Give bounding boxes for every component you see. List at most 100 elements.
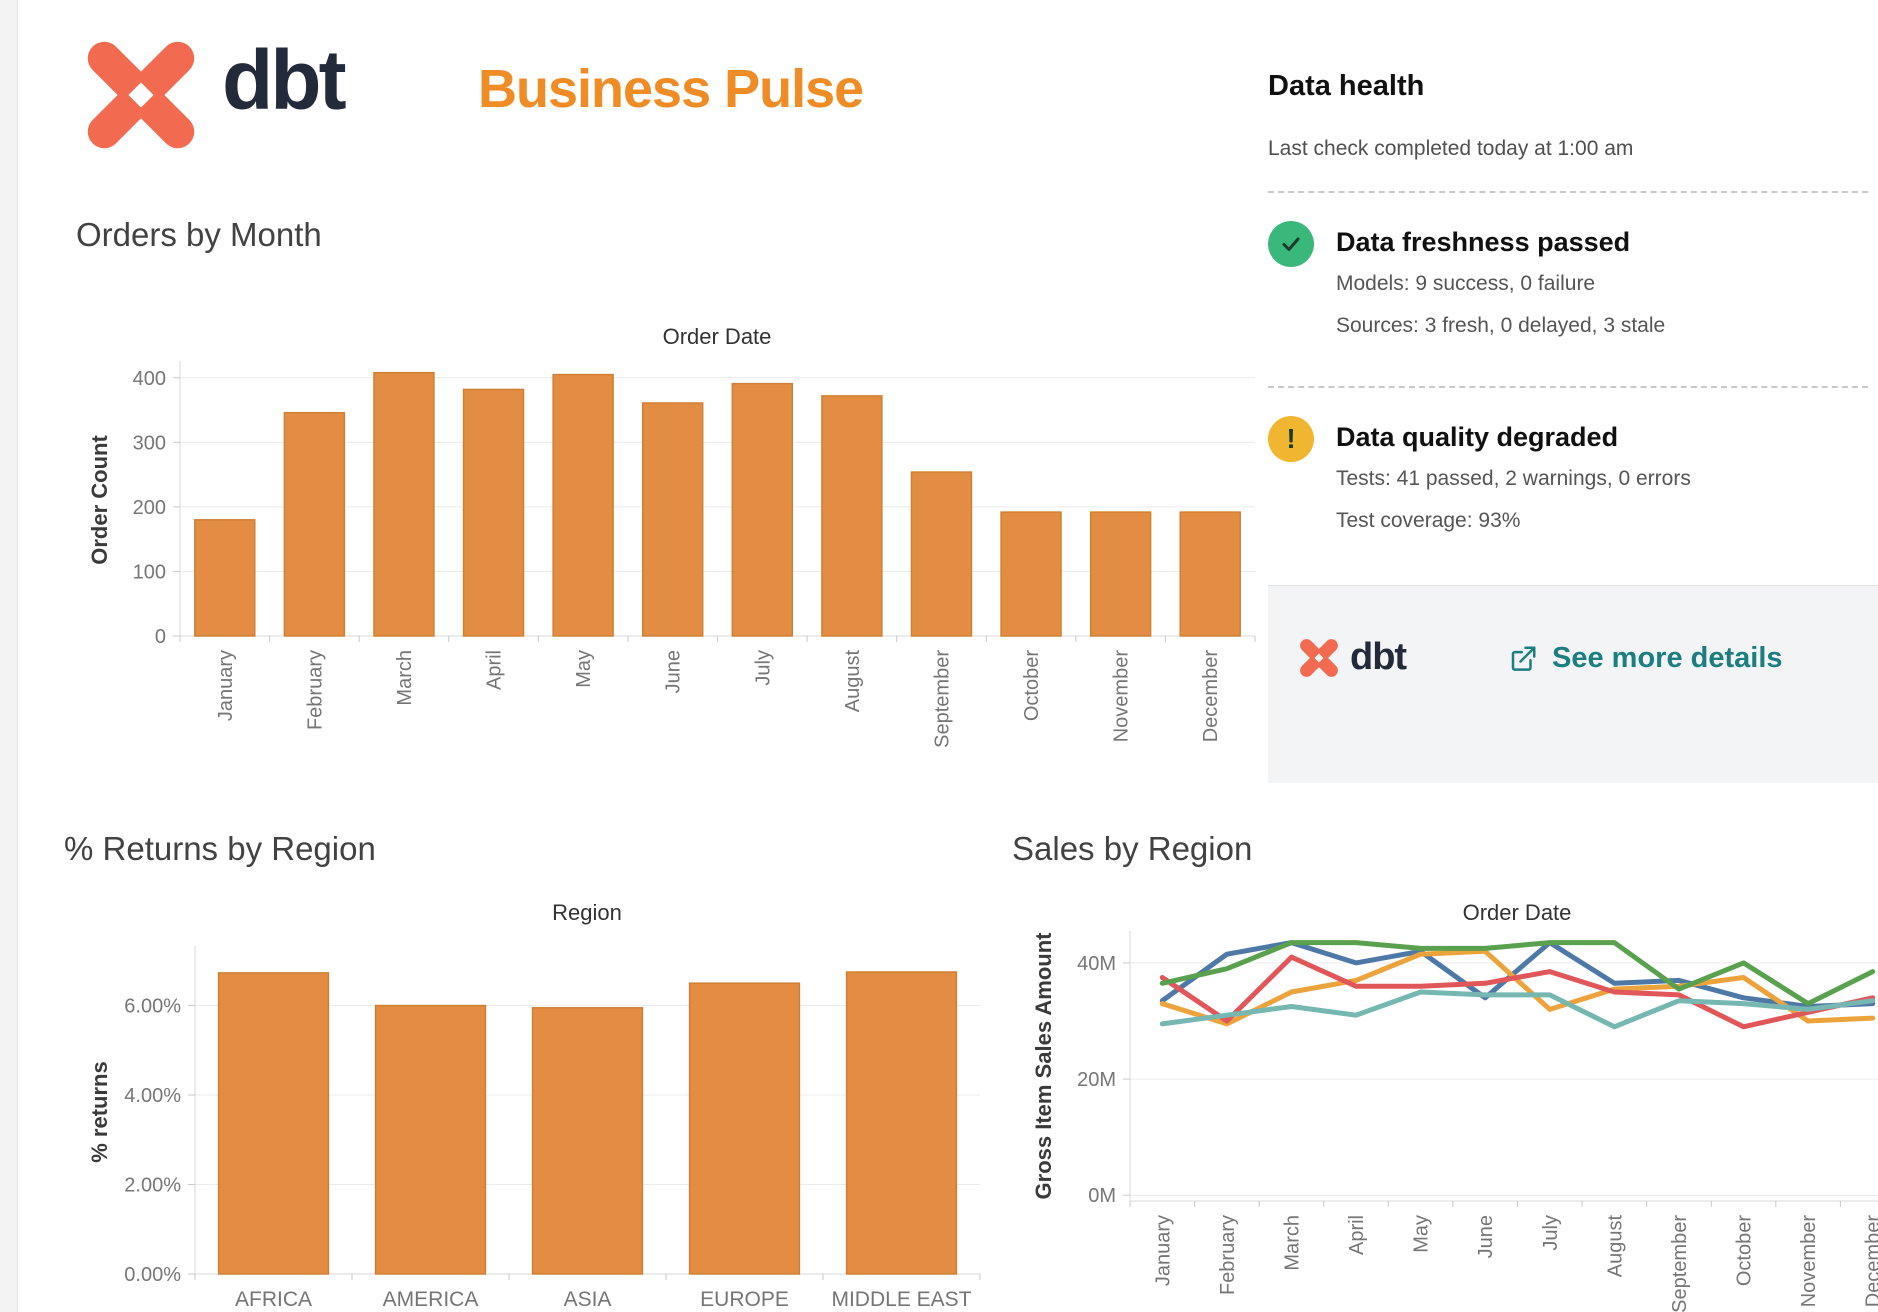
orders-by-month-chart: Orders by Month Order Date Order Count 0… xyxy=(60,208,1270,783)
dbt-wordmark: dbt xyxy=(222,33,347,127)
freshness-models-line: Models: 9 success, 0 failure xyxy=(1336,272,1596,295)
returns-by-region-plot: 0.00% 2.00% 4.00% 6.00% AFRICA AMERICA ASIA EUR… xyxy=(124,946,981,1311)
bar-august[interactable] xyxy=(821,395,883,637)
freshness-status-title: Data freshness passed xyxy=(1336,227,1631,257)
y-tick-label: 0.00% xyxy=(124,1264,181,1286)
y-tick-label: 300 xyxy=(133,432,166,454)
y-tick-label: 2.00% xyxy=(124,1175,181,1197)
x-tick-label: October xyxy=(1734,1215,1756,1286)
x-tick-label: July xyxy=(752,650,774,686)
bar-march[interactable] xyxy=(373,371,435,637)
chart-title: Orders by Month xyxy=(76,216,322,253)
y-tick-label: 4.00% xyxy=(124,1085,181,1107)
bar-may[interactable] xyxy=(552,373,614,637)
divider xyxy=(1268,386,1868,388)
x-tick-label: October xyxy=(1021,650,1043,721)
dbt-logo-icon xyxy=(87,41,195,149)
x-tick-label: February xyxy=(1217,1215,1239,1295)
y-tick-label: 40M xyxy=(1077,953,1116,975)
x-tick-label: July xyxy=(1540,1215,1562,1251)
x-axis-title: Order Date xyxy=(1462,900,1572,925)
x-tick-label: March xyxy=(1281,1215,1303,1271)
line-series-europe[interactable] xyxy=(1159,989,1876,1030)
see-more-details-link[interactable]: See more details xyxy=(1508,642,1783,675)
y-tick-label: 100 xyxy=(133,561,166,583)
y-tick-label: 0M xyxy=(1088,1185,1116,1207)
orders-by-month-plot: 0 100 200 300 400 January February March April Ma… xyxy=(133,361,1256,748)
data-quality-status: ! Data quality degraded Tests: 41 passed… xyxy=(1268,416,1868,551)
bar-january[interactable] xyxy=(194,519,256,637)
x-tick-label: February xyxy=(304,650,326,730)
x-tick-label: May xyxy=(1411,1215,1433,1253)
divider xyxy=(1268,191,1868,193)
bar-october[interactable] xyxy=(1000,511,1062,637)
data-health-footer: dbt See more details xyxy=(1268,585,1878,783)
dashboard-title: Business Pulse xyxy=(478,59,864,119)
sales-by-region-plot: 0M 20M 40M January February March April May June… xyxy=(1077,931,1878,1312)
bar-july[interactable] xyxy=(731,382,794,637)
bar-june[interactable] xyxy=(641,402,704,637)
x-tick-label: August xyxy=(842,650,864,713)
bar-america[interactable] xyxy=(374,1004,487,1275)
x-tick-label: ASIA xyxy=(564,1288,612,1311)
x-tick-label: November xyxy=(1798,1215,1820,1308)
x-tick-label: January xyxy=(1152,1215,1174,1286)
line-series-middle-east[interactable] xyxy=(1159,940,1876,1007)
bar-november[interactable] xyxy=(1089,511,1152,637)
data-health-last-check: Last check completed today at 1:00 am xyxy=(1268,137,1634,160)
line-series-asia[interactable] xyxy=(1159,954,1876,1030)
bar-middle-east[interactable] xyxy=(845,971,958,1275)
x-tick-label: April xyxy=(1346,1215,1368,1255)
data-health-title: Data health xyxy=(1268,70,1425,102)
x-tick-label: March xyxy=(394,650,416,706)
external-link-icon xyxy=(1511,646,1536,671)
x-tick-label: June xyxy=(1475,1215,1497,1258)
left-gutter xyxy=(0,0,18,1312)
data-freshness-status: Data freshness passed Models: 9 success,… xyxy=(1268,221,1868,356)
x-tick-label: September xyxy=(931,650,953,748)
bar-april[interactable] xyxy=(462,388,525,637)
bar-africa[interactable] xyxy=(217,972,330,1275)
bar-february[interactable] xyxy=(283,411,346,637)
x-tick-label: August xyxy=(1604,1215,1626,1278)
x-tick-label: MIDDLE EAST xyxy=(831,1288,971,1311)
x-tick-label: January xyxy=(215,650,237,721)
x-tick-label: December xyxy=(1200,650,1222,743)
y-tick-label: 400 xyxy=(133,368,166,390)
y-tick-label: 20M xyxy=(1077,1069,1116,1091)
x-axis-title: Order Date xyxy=(662,324,772,349)
quality-tests-line: Tests: 41 passed, 2 warnings, 0 errors xyxy=(1336,467,1691,490)
chart-title: % Returns by Region xyxy=(64,830,376,867)
dbt-wordmark-small: dbt xyxy=(1350,636,1407,678)
y-tick-label: 6.00% xyxy=(124,996,181,1018)
y-tick-label: 200 xyxy=(133,497,166,519)
chart-title: Sales by Region xyxy=(1012,830,1253,867)
quality-coverage-line: Test coverage: 93% xyxy=(1336,509,1521,532)
bar-september[interactable] xyxy=(910,471,973,637)
check-circle-icon xyxy=(1268,221,1314,267)
x-tick-label: EUROPE xyxy=(700,1288,789,1311)
y-tick-label: 0 xyxy=(155,626,166,648)
line-series-america[interactable] xyxy=(1159,948,1876,1027)
x-tick-label: December xyxy=(1863,1215,1878,1308)
returns-by-region-chart: % Returns by Region Region % returns 0.0… xyxy=(50,826,1000,1312)
x-tick-label: May xyxy=(573,650,595,688)
dbt-footer-logo: dbt xyxy=(1298,636,1407,679)
freshness-sources-line: Sources: 3 fresh, 0 delayed, 3 stale xyxy=(1336,314,1666,337)
bar-december[interactable] xyxy=(1179,511,1241,637)
x-tick-label: AMERICA xyxy=(383,1288,479,1311)
sales-by-region-chart: Sales by Region Order Date Gross Item Sa… xyxy=(1002,826,1878,1312)
x-axis-title: Region xyxy=(552,900,622,925)
x-tick-label: November xyxy=(1111,650,1133,743)
quality-status-title: Data quality degraded xyxy=(1336,422,1619,452)
x-tick-label: September xyxy=(1669,1215,1691,1312)
bar-asia[interactable] xyxy=(531,1007,644,1275)
data-health-panel: Data health Last check completed today a… xyxy=(1268,70,1868,551)
x-tick-label: AFRICA xyxy=(235,1288,312,1311)
x-tick-label: April xyxy=(484,650,506,690)
bar-europe[interactable] xyxy=(688,982,801,1275)
warning-circle-icon: ! xyxy=(1268,416,1314,462)
dbt-logo-icon-small xyxy=(1300,638,1338,677)
x-tick-label: June xyxy=(663,650,685,693)
